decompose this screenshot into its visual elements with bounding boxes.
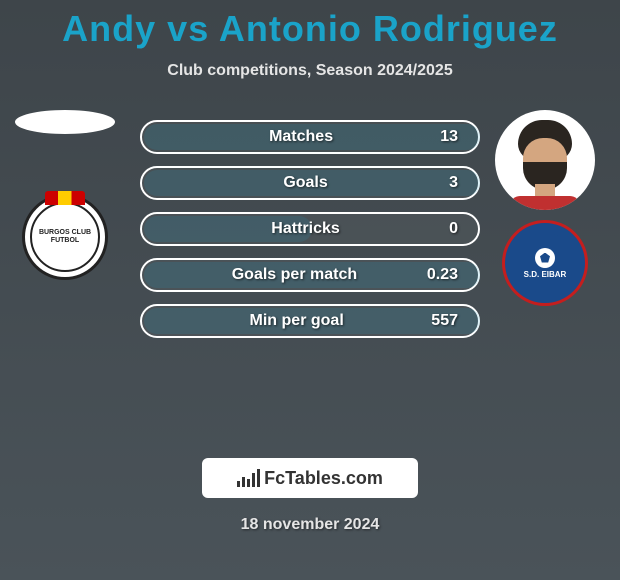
footer-brand-text: FcTables.com	[264, 468, 383, 489]
stat-value-right: 0.23	[427, 266, 458, 284]
club-badge-right-inner: S.D. EIBAR	[515, 233, 575, 293]
footer-date: 18 november 2024	[0, 516, 620, 534]
stat-label: Goals per match	[162, 266, 427, 284]
comparison-content: BURGOS CLUB FUTBOL Matches 13 Goals 3 Ha…	[0, 110, 620, 450]
club-badge-left: BURGOS CLUB FUTBOL	[22, 194, 108, 280]
footer-brand-logo: FcTables.com	[202, 458, 418, 498]
stat-row-goals: Goals 3	[140, 166, 480, 200]
club-badge-right-text: S.D. EIBAR	[524, 270, 567, 279]
right-player-column: S.D. EIBAR	[490, 110, 600, 306]
player-photo-left	[15, 110, 115, 134]
stat-label: Min per goal	[162, 312, 431, 330]
stat-row-hattricks: Hattricks 0	[140, 212, 480, 246]
club-badge-left-inner: BURGOS CLUB FUTBOL	[30, 202, 100, 272]
stat-value-right: 0	[449, 220, 458, 238]
stat-label: Matches	[162, 128, 440, 146]
stat-row-matches: Matches 13	[140, 120, 480, 154]
stat-label: Goals	[162, 174, 449, 192]
stat-bars: Matches 13 Goals 3 Hattricks 0 Goals per…	[140, 120, 480, 350]
stat-value-right: 3	[449, 174, 458, 192]
page-title: Andy vs Antonio Rodriguez	[0, 0, 620, 50]
player-face-icon	[515, 120, 575, 200]
soccer-ball-icon	[535, 248, 555, 268]
stat-value-right: 557	[431, 312, 458, 330]
player-photo-right	[495, 110, 595, 210]
left-player-column: BURGOS CLUB FUTBOL	[10, 110, 120, 280]
subtitle: Club competitions, Season 2024/2025	[0, 62, 620, 80]
club-badge-right: S.D. EIBAR	[502, 220, 588, 306]
stat-value-right: 13	[440, 128, 458, 146]
stat-label: Hattricks	[162, 220, 449, 238]
bar-chart-icon	[237, 469, 260, 487]
stat-row-min-per-goal: Min per goal 557	[140, 304, 480, 338]
stat-row-goals-per-match: Goals per match 0.23	[140, 258, 480, 292]
